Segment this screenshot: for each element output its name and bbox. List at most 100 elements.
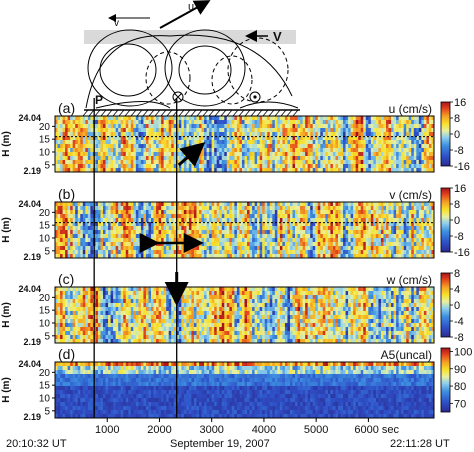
heatmap-cell bbox=[206, 132, 210, 137]
heatmap-cell bbox=[317, 254, 321, 259]
heatmap-cell bbox=[244, 136, 248, 141]
heatmap-cell bbox=[398, 287, 402, 292]
heatmap-cell bbox=[95, 218, 99, 223]
heatmap-cell bbox=[360, 242, 364, 247]
heatmap-cell bbox=[229, 299, 233, 304]
heatmap-cell bbox=[145, 140, 149, 145]
heatmap-cell bbox=[355, 246, 359, 251]
heatmap-cell bbox=[360, 254, 364, 259]
heatmap-cell bbox=[302, 246, 306, 251]
heatmap-cell bbox=[229, 206, 233, 211]
heatmap-cell bbox=[378, 148, 382, 153]
heatmap-cell bbox=[80, 218, 84, 223]
heatmap-cell bbox=[267, 254, 271, 259]
heatmap-cell bbox=[279, 234, 283, 239]
heatmap-cell bbox=[133, 116, 137, 121]
heatmap-cell bbox=[140, 210, 144, 215]
heatmap-cell bbox=[373, 291, 377, 296]
heatmap-cell bbox=[140, 295, 144, 300]
heatmap-cell bbox=[396, 295, 400, 300]
heatmap-cell bbox=[158, 246, 162, 251]
heatmap-cell bbox=[428, 120, 432, 125]
heatmap-cell bbox=[396, 230, 400, 235]
heatmap-cell bbox=[426, 246, 430, 251]
heatmap-cell bbox=[353, 287, 357, 292]
heatmap-cell bbox=[411, 246, 415, 251]
heatmap-cell bbox=[239, 222, 243, 227]
heatmap-cell bbox=[65, 128, 69, 133]
heatmap-cell bbox=[416, 218, 420, 223]
heatmap-cell bbox=[287, 291, 291, 296]
heatmap-cell bbox=[100, 156, 104, 161]
heatmap-cell bbox=[143, 202, 147, 207]
heatmap-cell bbox=[297, 242, 301, 247]
heatmap-cell bbox=[350, 124, 354, 129]
heatmap-cell bbox=[214, 156, 218, 161]
heatmap-cell bbox=[385, 120, 389, 125]
heatmap-cell bbox=[264, 299, 268, 304]
heatmap-cell bbox=[335, 148, 339, 153]
heatmap-cell bbox=[224, 218, 228, 223]
heatmap-cell bbox=[345, 295, 349, 300]
heatmap-cell bbox=[353, 160, 357, 165]
heatmap-cell bbox=[330, 299, 334, 304]
heatmap-cell bbox=[355, 299, 359, 304]
heatmap-cell bbox=[55, 148, 58, 153]
heatmap-cell bbox=[396, 124, 400, 129]
heatmap-cell bbox=[100, 136, 104, 141]
heatmap-cell bbox=[332, 246, 336, 251]
heatmap-cell bbox=[219, 132, 223, 137]
heatmap-cell bbox=[138, 128, 142, 133]
heatmap-cell bbox=[57, 140, 61, 145]
heatmap-cell bbox=[426, 299, 430, 304]
heatmap-cell bbox=[87, 214, 91, 219]
heatmap-cell bbox=[289, 152, 293, 157]
heatmap-cell bbox=[247, 303, 250, 308]
heatmap-cell bbox=[97, 144, 101, 149]
heatmap-cell bbox=[72, 291, 76, 296]
heatmap-cell bbox=[259, 242, 263, 247]
heatmap-cell bbox=[272, 168, 276, 173]
heatmap-cell bbox=[216, 124, 220, 129]
heatmap-cell bbox=[173, 218, 177, 223]
heatmap-cell bbox=[317, 242, 321, 247]
heatmap-cell bbox=[241, 128, 245, 133]
heatmap-cell bbox=[163, 164, 167, 169]
heatmap-cell bbox=[353, 234, 357, 239]
heatmap-cell bbox=[176, 152, 180, 157]
heatmap-cell bbox=[65, 218, 69, 223]
heatmap-cell bbox=[221, 124, 225, 129]
heatmap-cell bbox=[133, 144, 137, 149]
heatmap-cell bbox=[219, 295, 223, 300]
heatmap-cell bbox=[70, 254, 74, 259]
heatmap-cell bbox=[360, 238, 364, 243]
heatmap-cell bbox=[421, 254, 425, 259]
heatmap-cell bbox=[231, 222, 235, 227]
heatmap-cell bbox=[300, 144, 304, 149]
heatmap-cell bbox=[199, 168, 202, 173]
heatmap-cell bbox=[100, 222, 104, 227]
heatmap-cell bbox=[206, 214, 210, 219]
heatmap-cell bbox=[272, 254, 276, 259]
y-bottom-label: 2.19 bbox=[23, 252, 41, 262]
heatmap-cell bbox=[103, 156, 106, 161]
heatmap-cell bbox=[171, 136, 175, 141]
heatmap-cell bbox=[244, 295, 248, 300]
heatmap-cell bbox=[325, 132, 329, 137]
heatmap-cell bbox=[77, 291, 81, 296]
heatmap-cell bbox=[125, 303, 129, 308]
heatmap-cell bbox=[199, 140, 202, 145]
heatmap-cell bbox=[105, 210, 109, 215]
heatmap-cell bbox=[163, 148, 167, 153]
heatmap-cell bbox=[168, 206, 172, 211]
heatmap-cell bbox=[171, 116, 175, 121]
heatmap-cell bbox=[231, 246, 235, 251]
heatmap-cell bbox=[138, 214, 142, 219]
heatmap-cell bbox=[166, 144, 170, 149]
heatmap-cell bbox=[279, 148, 283, 153]
heatmap-cell bbox=[163, 144, 167, 149]
heatmap-cell bbox=[254, 246, 258, 251]
heatmap-cell bbox=[196, 303, 200, 308]
heatmap-cell bbox=[310, 124, 314, 129]
heatmap-cell bbox=[257, 246, 261, 251]
